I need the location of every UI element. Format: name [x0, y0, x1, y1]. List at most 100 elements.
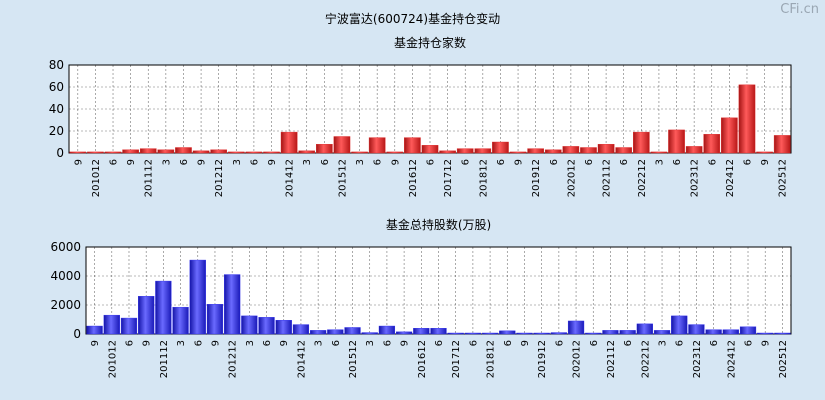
x-tick-label: 201412: [285, 159, 296, 197]
x-tick-label: 202112: [602, 159, 613, 197]
bar: [668, 129, 685, 154]
y-tick-label: 6000: [50, 240, 81, 254]
bar: [327, 329, 344, 335]
x-tick-label: 6: [589, 340, 600, 346]
x-tick-label: 3: [161, 159, 172, 165]
x-tick-label: 6: [619, 159, 630, 165]
y-tick-label: 0: [73, 327, 81, 341]
x-tick-label: 9: [390, 159, 401, 165]
bar: [316, 143, 333, 154]
bar: [344, 327, 361, 335]
x-tick-label: 202512: [778, 159, 789, 197]
x-tick-label: 202312: [692, 340, 703, 378]
bar: [685, 146, 703, 154]
watermark-logo: CFi.cn: [780, 2, 819, 17]
y-tick-label: 4000: [50, 269, 81, 283]
y-tick-label: 2000: [50, 298, 81, 312]
x-tick-label: 6: [675, 340, 686, 346]
x-tick-label: 202312: [690, 159, 701, 197]
bar: [544, 149, 562, 154]
bar: [527, 148, 544, 154]
x-tick-label: 6: [461, 159, 472, 165]
x-tick-label: 201012: [107, 340, 118, 378]
x-tick-label: 202112: [606, 340, 617, 378]
bar: [567, 320, 585, 335]
x-tick-label: 6: [249, 159, 260, 165]
x-tick-label: 6: [707, 159, 718, 165]
bar: [633, 131, 650, 154]
bar: [721, 117, 738, 154]
x-tick-label: 9: [761, 340, 772, 346]
x-tick-label: 9: [126, 159, 137, 165]
x-tick-label: 3: [314, 340, 325, 346]
bar: [439, 150, 456, 154]
x-tick-label: 6: [496, 159, 507, 165]
bar: [258, 317, 275, 335]
x-tick-label: 201112: [159, 340, 170, 378]
x-tick-label: 3: [654, 159, 665, 165]
bar: [550, 332, 567, 335]
y-tick-label: 20: [49, 124, 64, 138]
bar: [310, 330, 327, 335]
x-tick-label: 6: [262, 340, 273, 346]
bar: [280, 131, 298, 154]
bar: [138, 296, 155, 335]
bar: [292, 324, 310, 335]
x-tick-label: 6: [193, 340, 204, 346]
x-tick-label: 3: [232, 159, 243, 165]
x-tick-label: 9: [210, 340, 221, 346]
bar: [206, 304, 224, 335]
bar: [404, 137, 421, 154]
y-tick-label: 80: [49, 58, 64, 72]
x-tick-label: 201612: [408, 159, 419, 197]
x-tick-label: 202412: [725, 159, 736, 197]
x-tick-label: 6: [503, 340, 514, 346]
x-tick-label: 201612: [417, 340, 428, 378]
x-tick-label: 201512: [337, 159, 348, 197]
x-tick-label: 6: [373, 159, 384, 165]
bar: [499, 330, 516, 335]
x-tick-label: 6: [426, 159, 437, 165]
x-tick-label: 201212: [228, 340, 239, 378]
x-tick-label: 9: [197, 159, 208, 165]
bar: [157, 149, 175, 154]
x-tick-label: 202012: [566, 159, 577, 197]
bar: [368, 137, 386, 154]
bar: [361, 332, 378, 335]
bar: [474, 148, 492, 154]
bar: [378, 325, 396, 335]
x-tick-label: 6: [742, 159, 753, 165]
bar: [757, 332, 774, 335]
x-tick-label: 6: [331, 340, 342, 346]
x-tick-label: 6: [382, 340, 393, 346]
bar: [447, 332, 464, 335]
bar: [580, 147, 597, 154]
bar: [739, 326, 757, 335]
bar: [189, 259, 206, 335]
x-tick-label: 201012: [91, 159, 102, 197]
bar: [122, 149, 139, 154]
page-title: 宁波富达(600724)基金持仓变动: [324, 12, 501, 26]
bar: [773, 135, 791, 154]
x-tick-label: 9: [267, 159, 278, 165]
x-tick-label: 9: [90, 340, 101, 346]
bar: [562, 146, 580, 154]
bar: [87, 151, 104, 154]
y-tick-label: 60: [49, 80, 64, 94]
y-tick-label: 0: [56, 146, 64, 160]
bar: [619, 330, 636, 335]
bar: [155, 280, 172, 335]
x-tick-label: 201412: [296, 340, 307, 378]
x-tick-label: 202012: [572, 340, 583, 378]
x-tick-label: 6: [672, 159, 683, 165]
bar: [615, 147, 633, 154]
bar: [86, 325, 103, 335]
bar: [172, 306, 189, 335]
bar: [585, 332, 602, 335]
bar: [509, 151, 527, 154]
x-tick-label: 6: [320, 159, 331, 165]
x-tick-label: 202512: [778, 340, 789, 378]
x-tick-label: 201112: [144, 159, 155, 197]
x-tick-label: 3: [355, 159, 366, 165]
